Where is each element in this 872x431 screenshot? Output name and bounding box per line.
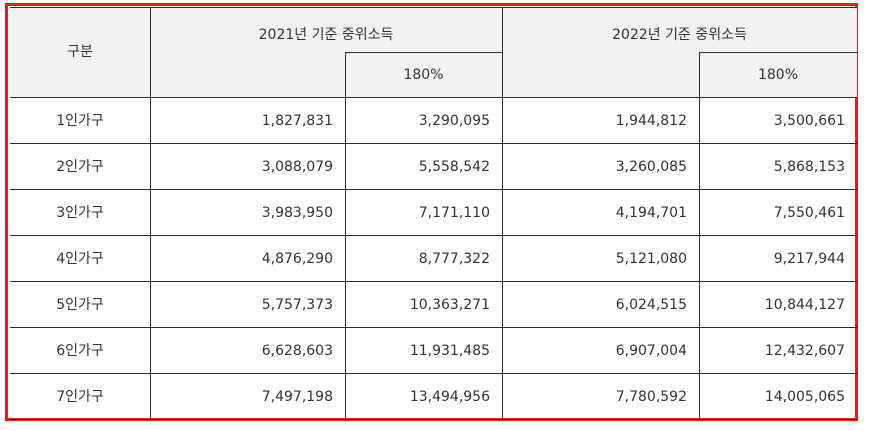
cell-2022-180: 9,217,944 bbox=[773, 251, 845, 267]
cell-2021-180: 10,363,271 bbox=[409, 297, 490, 313]
cell-2021: 4,876,290 bbox=[261, 251, 333, 267]
row-divider bbox=[10, 327, 857, 328]
row-divider bbox=[10, 143, 857, 144]
col-divider-4 bbox=[699, 52, 700, 420]
cell-2021: 3,088,079 bbox=[261, 159, 333, 175]
header-2022-180: 180% bbox=[757, 66, 799, 83]
row-label: 7인가구 bbox=[56, 389, 104, 405]
header-2022: 2022년 기준 중위소득 bbox=[612, 26, 747, 43]
row-divider bbox=[10, 235, 857, 236]
row-label: 3인가구 bbox=[56, 205, 104, 221]
cell-2022-180: 5,868,153 bbox=[773, 159, 845, 175]
cell-2021-180: 13,494,956 bbox=[409, 389, 490, 405]
cell-2021-180: 8,777,322 bbox=[418, 251, 490, 267]
table-top-border bbox=[10, 7, 857, 8]
cell-2021: 7,497,198 bbox=[261, 389, 333, 405]
row-label: 6인가구 bbox=[56, 343, 104, 359]
cell-2022-180: 12,432,607 bbox=[764, 343, 845, 359]
cell-2022-180: 7,550,461 bbox=[773, 205, 845, 221]
col-divider-3 bbox=[502, 7, 503, 420]
header-2021: 2021년 기준 중위소득 bbox=[258, 26, 394, 43]
row-label: 5인가구 bbox=[56, 297, 104, 313]
header-category: 구분 bbox=[67, 44, 93, 60]
header-bottom-border bbox=[10, 97, 857, 98]
cell-2022: 6,907,004 bbox=[615, 343, 687, 359]
cell-2022: 7,780,592 bbox=[615, 389, 687, 405]
cell-2021: 1,827,831 bbox=[261, 113, 333, 129]
median-income-table: 구분 2021년 기준 중위소득 180% 2022년 기준 중위소득 180%… bbox=[10, 7, 857, 420]
header-subline-2022 bbox=[699, 52, 857, 53]
cell-2022: 6,024,515 bbox=[615, 297, 687, 313]
cell-2022: 5,121,080 bbox=[615, 251, 687, 267]
cell-2021: 3,983,950 bbox=[261, 205, 333, 221]
header-subline-2021 bbox=[345, 52, 502, 53]
cell-2021-180: 11,931,485 bbox=[409, 343, 490, 359]
row-label: 1인가구 bbox=[56, 113, 104, 129]
row-divider bbox=[10, 189, 857, 190]
cell-2022-180: 3,500,661 bbox=[773, 113, 845, 129]
row-label: 2인가구 bbox=[56, 159, 104, 175]
row-divider bbox=[10, 373, 857, 374]
col-divider-2 bbox=[345, 52, 346, 420]
row-divider bbox=[10, 419, 857, 420]
col-divider-1 bbox=[150, 7, 151, 420]
row-label: 4인가구 bbox=[56, 251, 104, 267]
cell-2022: 1,944,812 bbox=[615, 113, 687, 129]
cell-2022-180: 14,005,065 bbox=[764, 389, 845, 405]
header-2021-180: 180% bbox=[403, 66, 444, 83]
cell-2021-180: 3,290,095 bbox=[418, 113, 490, 129]
cell-2021-180: 5,558,542 bbox=[418, 159, 490, 175]
cell-2021: 5,757,373 bbox=[261, 297, 333, 313]
cell-2021: 6,628,603 bbox=[261, 343, 333, 359]
cell-2022-180: 10,844,127 bbox=[764, 297, 845, 313]
row-divider bbox=[10, 281, 857, 282]
cell-2022: 4,194,701 bbox=[615, 205, 687, 221]
cell-2022: 3,260,085 bbox=[615, 159, 687, 175]
cell-2021-180: 7,171,110 bbox=[418, 205, 490, 221]
